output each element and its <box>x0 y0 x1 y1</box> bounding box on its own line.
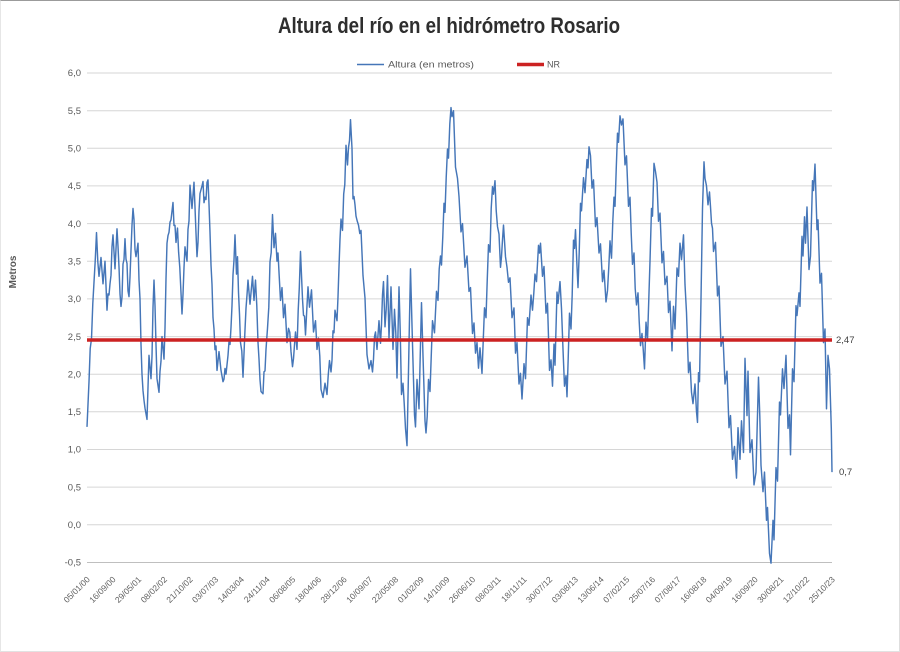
svg-text:22/05/08: 22/05/08 <box>370 574 401 605</box>
svg-text:08/03/11: 08/03/11 <box>473 574 503 604</box>
svg-text:-0,5: -0,5 <box>65 558 81 569</box>
svg-text:30/08/21: 30/08/21 <box>755 574 786 605</box>
svg-text:07/02/15: 07/02/15 <box>601 574 632 605</box>
svg-text:Altura (en metros): Altura (en metros) <box>388 60 474 70</box>
svg-text:13/06/14: 13/06/14 <box>575 574 606 605</box>
svg-text:0,0: 0,0 <box>68 520 81 531</box>
svg-text:1,5: 1,5 <box>68 407 81 418</box>
svg-text:3,0: 3,0 <box>68 294 81 305</box>
svg-text:05/01/00: 05/01/00 <box>61 574 92 605</box>
svg-text:Altura del río en el hidrómetr: Altura del río en el hidrómetro Rosario <box>278 13 620 38</box>
svg-text:03/08/13: 03/08/13 <box>550 574 581 605</box>
svg-text:2,5: 2,5 <box>68 332 81 343</box>
svg-text:12/10/22: 12/10/22 <box>781 574 812 605</box>
svg-text:01/02/09: 01/02/09 <box>395 574 426 605</box>
svg-text:14/10/09: 14/10/09 <box>421 574 452 605</box>
svg-text:4,0: 4,0 <box>68 219 81 230</box>
svg-text:18/04/06: 18/04/06 <box>293 574 324 605</box>
svg-text:1,0: 1,0 <box>68 445 81 456</box>
svg-text:30/07/12: 30/07/12 <box>524 574 555 605</box>
svg-text:14/03/04: 14/03/04 <box>216 574 247 605</box>
svg-text:6,0: 6,0 <box>68 68 81 79</box>
svg-text:28/12/06: 28/12/06 <box>318 574 349 605</box>
svg-text:03/07/03: 03/07/03 <box>190 574 221 605</box>
svg-text:4,5: 4,5 <box>68 181 81 192</box>
svg-text:07/08/17: 07/08/17 <box>652 574 683 605</box>
svg-text:3,5: 3,5 <box>68 256 81 267</box>
svg-text:26/06/10: 26/06/10 <box>447 574 478 605</box>
svg-text:24/11/04: 24/11/04 <box>242 574 272 604</box>
svg-text:5,5: 5,5 <box>68 106 81 117</box>
svg-text:0,7: 0,7 <box>839 467 852 478</box>
svg-text:29/05/01: 29/05/01 <box>113 574 144 605</box>
svg-text:NR: NR <box>547 60 560 70</box>
svg-text:21/10/02: 21/10/02 <box>164 574 195 605</box>
svg-text:2,47: 2,47 <box>836 335 855 346</box>
svg-text:2,0: 2,0 <box>68 369 81 380</box>
svg-text:16/08/18: 16/08/18 <box>678 574 709 605</box>
svg-text:06/08/05: 06/08/05 <box>267 574 298 605</box>
svg-text:25/10/23: 25/10/23 <box>806 574 837 605</box>
svg-text:08/02/02: 08/02/02 <box>139 574 170 605</box>
svg-text:5,0: 5,0 <box>68 144 81 155</box>
svg-text:25/07/16: 25/07/16 <box>627 574 658 605</box>
svg-text:10/09/07: 10/09/07 <box>344 574 375 605</box>
svg-text:16/09/00: 16/09/00 <box>87 574 118 605</box>
svg-text:Metros: Metros <box>8 255 19 288</box>
svg-text:04/09/19: 04/09/19 <box>704 574 735 605</box>
svg-text:16/09/20: 16/09/20 <box>729 574 760 605</box>
svg-text:0,5: 0,5 <box>68 482 81 493</box>
